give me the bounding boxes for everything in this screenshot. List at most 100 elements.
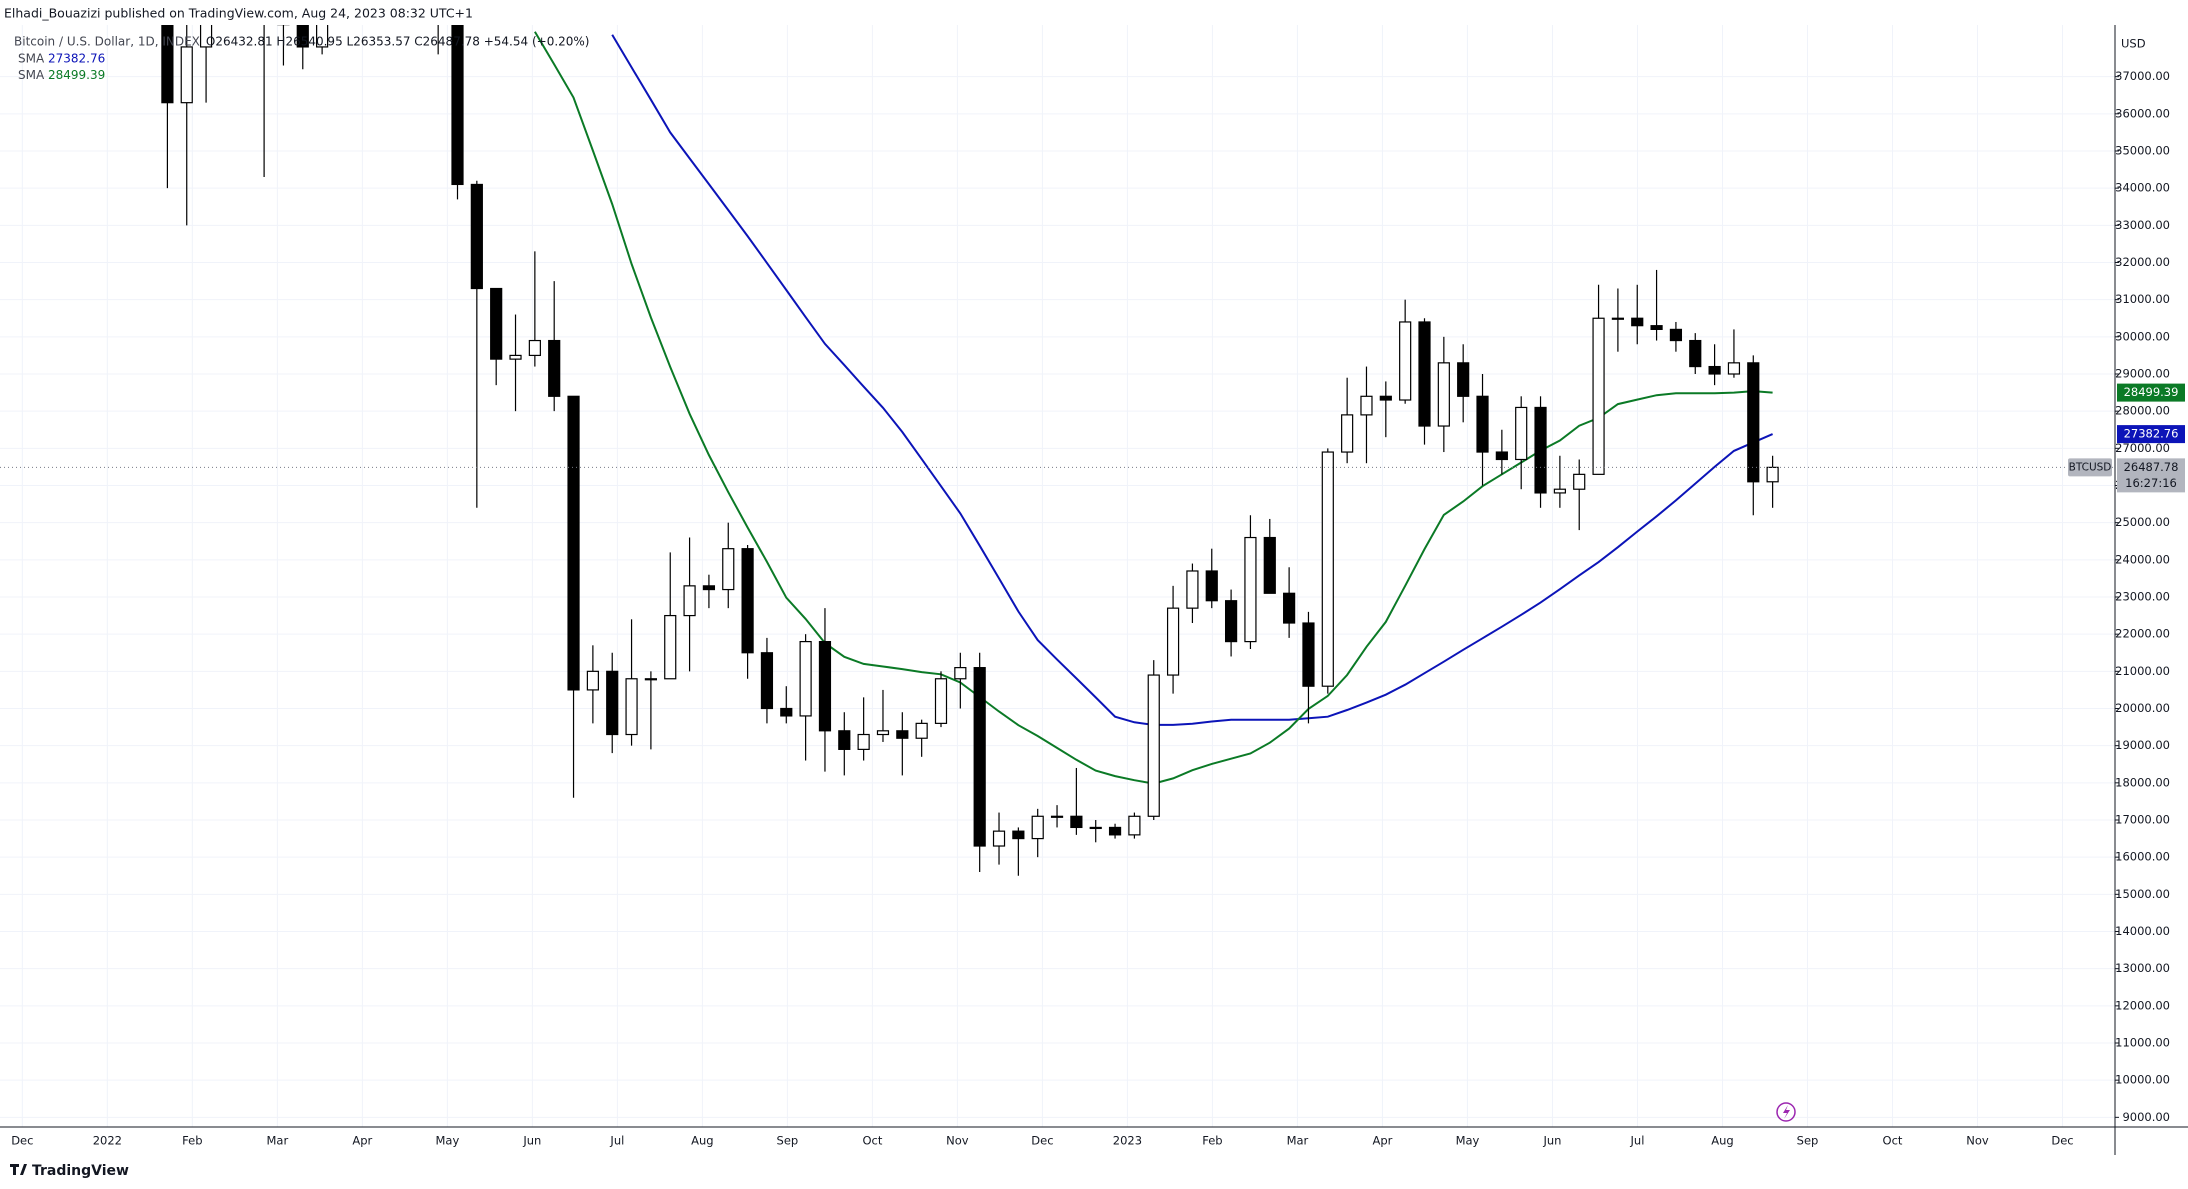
x-tick-label: Dec	[2051, 1134, 2073, 1148]
candle-body	[934, 678, 948, 724]
y-tick-label: 34000.00	[2115, 181, 2170, 195]
candle-body	[896, 730, 909, 739]
x-tick-label: Jun	[1542, 1134, 1561, 1148]
candle-body	[722, 548, 735, 591]
brand: TradingView	[32, 1163, 129, 1179]
candle-body	[1108, 826, 1122, 836]
y-tick-label: 10000.00	[2115, 1073, 2170, 1087]
candle-body	[470, 183, 483, 290]
y-tick-label: 18000.00	[2115, 775, 2170, 789]
x-tick-label: Dec	[11, 1134, 33, 1148]
y-tick-label: 12000.00	[2115, 998, 2170, 1012]
candle-body	[664, 614, 677, 680]
candle-body	[586, 670, 599, 691]
candle-body	[490, 287, 503, 360]
plot-area	[0, 25, 2115, 876]
candle-body	[1186, 570, 1199, 609]
candle-body	[1341, 414, 1354, 453]
x-tick-label: Jul	[1630, 1134, 1645, 1148]
candle-body	[606, 670, 619, 736]
x-tick-label: Feb	[182, 1134, 202, 1148]
y-tick-label: 22000.00	[2115, 627, 2170, 641]
candle-body	[1631, 317, 1644, 327]
brand-logo	[10, 1164, 27, 1175]
candle-body	[1592, 317, 1605, 475]
candle-body	[1650, 325, 1663, 330]
axes: 9000.00 10000.00 11000.00 12000.00 13000.00 1…	[11, 69, 2170, 1147]
candle-body	[1457, 362, 1470, 397]
x-tick-label: May	[1456, 1134, 1480, 1148]
candle-body	[1128, 815, 1141, 836]
x-tick-label: 2022	[93, 1134, 122, 1148]
candle-body	[741, 548, 754, 654]
price-tag-label: 28499.39	[2124, 385, 2179, 399]
y-tick-label: 29000.00	[2115, 366, 2170, 380]
candle-body	[296, 25, 309, 48]
y-tick-label: 32000.00	[2115, 255, 2170, 269]
x-tick-label: Nov	[1966, 1134, 1989, 1148]
legend-title: Bitcoin / U.S. Dollar, 1D, INDEX	[14, 35, 200, 49]
candle-body	[818, 640, 832, 732]
candle-body	[1012, 830, 1025, 840]
candle-body	[1089, 826, 1102, 830]
x-tick-label: Aug	[691, 1134, 713, 1148]
candle-body	[451, 25, 464, 186]
candle-body	[1050, 815, 1064, 818]
candle-body	[199, 25, 213, 48]
candle-body	[915, 722, 928, 739]
y-tick-label: 37000.00	[2115, 69, 2170, 83]
y-tick-label: 14000.00	[2115, 924, 2170, 938]
candle-body	[528, 339, 541, 357]
symbol-label: BTCUSD	[2069, 461, 2112, 473]
price-tag-label: 27382.76	[2124, 427, 2179, 441]
candle-body	[973, 667, 986, 847]
candle-body	[625, 678, 638, 736]
x-tick-label: Jun	[522, 1134, 541, 1148]
y-tick-label: 36000.00	[2115, 106, 2170, 120]
y-tick-label: 25000.00	[2115, 515, 2170, 529]
candle-body	[876, 730, 890, 736]
price-tag	[2117, 383, 2185, 402]
candle-body	[161, 25, 174, 104]
y-tick-label: 28000.00	[2115, 404, 2170, 418]
y-tick-label: 20000.00	[2115, 701, 2170, 715]
candle-body	[316, 25, 329, 48]
candle-body	[1263, 536, 1276, 594]
candle-body	[1766, 466, 1779, 483]
y-tick-label: 16000.00	[2115, 850, 2170, 864]
y-tick-label: 27000.00	[2115, 441, 2170, 455]
x-tick-label: Mar	[1287, 1134, 1309, 1148]
legend-name: SMA	[18, 52, 45, 66]
x-tick-label: May	[435, 1134, 459, 1148]
candle-body	[1437, 362, 1450, 427]
candle-body	[838, 730, 851, 750]
y-tick-label: 30000.00	[2115, 329, 2170, 343]
grid	[0, 25, 2115, 1127]
y-tick-label: 9000.00	[2122, 1110, 2170, 1124]
x-tick-label: Mar	[266, 1134, 288, 1148]
price-tag	[2117, 425, 2185, 444]
candle-body	[1669, 328, 1683, 342]
last-price-tag	[2117, 458, 2185, 493]
candle-body	[1379, 395, 1392, 401]
candle-body	[1553, 488, 1566, 494]
y-tick-label: 23000.00	[2115, 589, 2170, 603]
candle-body	[509, 354, 522, 360]
y-tick-label: 35000.00	[2115, 143, 2170, 157]
candle-body	[780, 707, 793, 717]
y-tick-label: 24000.00	[2115, 552, 2170, 566]
x-tick-label: Aug	[1711, 1134, 1733, 1148]
candle-body	[548, 339, 561, 397]
y-tick-label: 33000.00	[2115, 218, 2170, 232]
x-tick-label: Apr	[1372, 1134, 1392, 1148]
y-tick-label: 13000.00	[2115, 961, 2170, 975]
legend-value: 27382.76	[48, 52, 105, 66]
y-tick-label: 31000.00	[2115, 292, 2170, 306]
y-tick-label: 11000.00	[2115, 1036, 2170, 1050]
x-tick-label: Oct	[1883, 1134, 1903, 1148]
candle-body	[1611, 317, 1625, 320]
candle-body	[1244, 536, 1257, 643]
